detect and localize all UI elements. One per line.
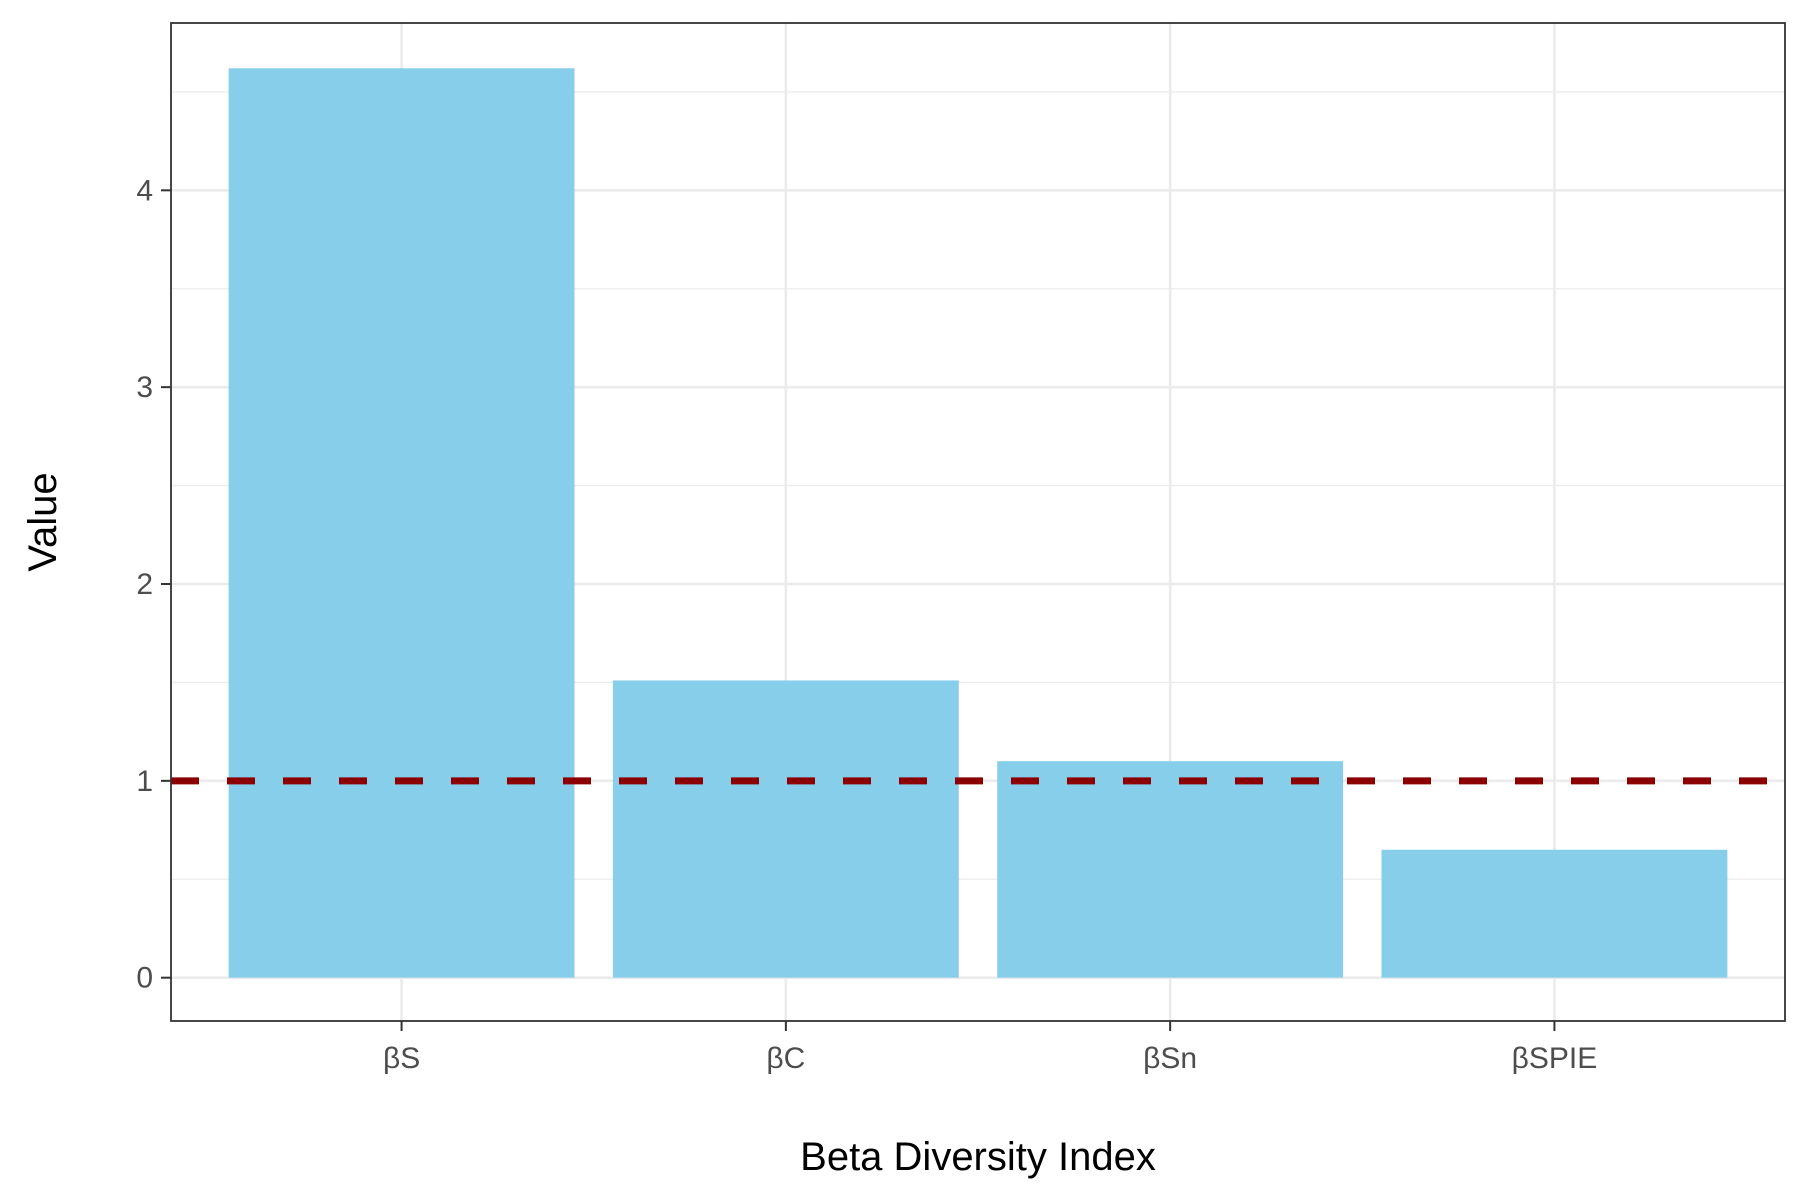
x-axis: βS βC βSn βSPIE — [383, 1021, 1597, 1075]
bar — [997, 761, 1344, 978]
y-tick-label: 3 — [136, 371, 153, 404]
x-tick-label: βSn — [1143, 1042, 1197, 1075]
y-tick-label: 4 — [136, 174, 153, 207]
x-tick-label: βS — [383, 1042, 420, 1075]
y-tick-label: 1 — [136, 765, 153, 798]
y-tick-label: 2 — [136, 568, 153, 601]
bar — [228, 68, 575, 978]
x-tick-label: βSPIE — [1512, 1042, 1598, 1075]
plot-border — [170, 22, 1786, 1022]
x-tick-label: βC — [766, 1042, 805, 1075]
bar — [612, 680, 959, 978]
bar — [1381, 849, 1728, 978]
y-axis: 0 1 2 3 4 — [136, 174, 171, 995]
x-axis-title: Beta Diversity Index — [800, 1135, 1156, 1179]
y-axis-title: Value — [21, 472, 65, 571]
bars — [228, 68, 1728, 978]
y-tick-label: 0 — [136, 962, 153, 995]
